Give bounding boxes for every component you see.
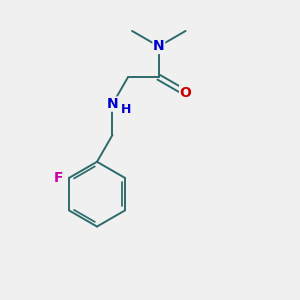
Text: N: N bbox=[153, 39, 165, 53]
Text: O: O bbox=[180, 86, 191, 100]
Text: F: F bbox=[54, 171, 63, 185]
Text: H: H bbox=[121, 103, 131, 116]
Text: N: N bbox=[106, 97, 118, 111]
